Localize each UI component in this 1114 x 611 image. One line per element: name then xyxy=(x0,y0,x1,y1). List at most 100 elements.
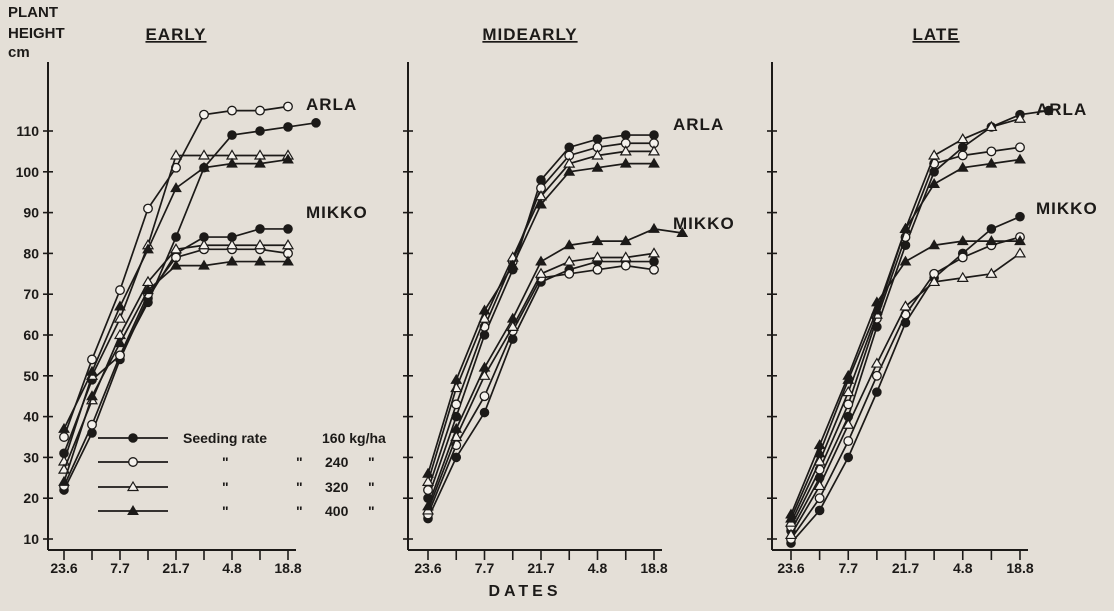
y-tick-label-110: 110 xyxy=(16,123,39,139)
data-point xyxy=(282,153,294,164)
data-point xyxy=(169,243,183,254)
x-tick-label-23.6: 23.6 xyxy=(50,560,77,576)
data-point xyxy=(282,255,294,266)
data-point xyxy=(255,105,265,116)
data-point xyxy=(227,105,237,116)
data-point xyxy=(813,439,826,450)
data-point xyxy=(899,222,912,233)
data-point xyxy=(870,357,883,368)
data-point xyxy=(225,239,239,250)
data-point xyxy=(114,300,126,311)
series-label-mikko: MIKKO xyxy=(673,214,735,233)
data-point xyxy=(956,161,969,172)
data-point xyxy=(1014,153,1026,164)
group-arla: ARLA xyxy=(57,95,357,466)
series-line xyxy=(63,248,289,487)
data-point xyxy=(928,149,941,160)
series-label-arla: ARLA xyxy=(306,95,357,114)
series-mikko-240 xyxy=(786,232,1025,544)
data-point xyxy=(254,255,266,266)
data-point xyxy=(113,312,127,323)
data-point xyxy=(649,264,659,275)
data-point xyxy=(143,203,153,214)
data-point xyxy=(198,259,210,270)
legend-ditto: " xyxy=(222,479,229,495)
data-point xyxy=(956,235,969,246)
panel-midearly: MIDEARLY 23.6 7.7 21.7 4.8 18.8 ARLA MIKKO xyxy=(403,25,735,576)
y-axis-label: PLANT HEIGHT cm xyxy=(8,4,65,61)
data-point xyxy=(620,130,631,140)
data-point xyxy=(255,126,265,136)
series-label-arla: ARLA xyxy=(1036,100,1087,119)
data-point xyxy=(842,369,855,380)
panel-late: LATE 23.6 7.7 21.7 4.8 18.8 ARLA MIKKO xyxy=(767,25,1097,576)
series-arla-240 xyxy=(59,101,293,442)
series-arla-240 xyxy=(786,142,1025,532)
x-tick-label-23.6: 23.6 xyxy=(414,560,441,576)
y-tick-label-90: 90 xyxy=(23,205,39,221)
data-point xyxy=(649,130,659,140)
data-point xyxy=(899,255,912,266)
legend-entry-400: " " 400 " xyxy=(98,503,375,519)
x-tick-label-7.7: 7.7 xyxy=(110,560,130,576)
legend-ditto: " xyxy=(296,479,303,495)
data-point xyxy=(564,142,575,153)
y-tick-label-30: 30 xyxy=(23,449,39,465)
data-point xyxy=(170,182,182,193)
data-point xyxy=(422,467,434,478)
x-tick-label-7.7: 7.7 xyxy=(475,560,495,576)
data-point xyxy=(87,419,97,430)
data-point xyxy=(535,255,547,266)
data-point xyxy=(928,178,940,189)
y-label-line-3: cm xyxy=(8,44,30,61)
data-point xyxy=(871,370,882,381)
data-point xyxy=(842,385,855,397)
data-point xyxy=(956,271,969,282)
data-point xyxy=(619,235,632,246)
y-tick-label-50: 50 xyxy=(23,368,39,384)
panel-early: EARLY 10 20 30 40 50 60 70 80 90 100 110 23.6 7.7 21.7… xyxy=(16,25,367,576)
data-point xyxy=(986,146,997,157)
data-point xyxy=(564,268,575,279)
x-tick-label-18.8: 18.8 xyxy=(640,560,667,576)
data-point xyxy=(535,198,547,209)
legend-ditto: " xyxy=(222,503,229,519)
data-point xyxy=(253,239,267,250)
data-point xyxy=(619,157,632,168)
data-point xyxy=(563,255,576,266)
group-mikko: MIKKO xyxy=(784,199,1097,548)
legend-marker xyxy=(126,480,140,492)
data-point xyxy=(647,145,661,156)
data-point xyxy=(1015,211,1025,222)
data-point xyxy=(985,267,998,278)
data-point xyxy=(563,165,576,176)
series-line xyxy=(63,260,288,483)
data-point xyxy=(676,227,689,237)
series-line xyxy=(790,236,1021,540)
series-arla-240 xyxy=(423,138,659,495)
data-point xyxy=(842,418,855,429)
series-mikko-400 xyxy=(422,222,689,511)
y-tick-label-40: 40 xyxy=(23,409,39,425)
data-point xyxy=(814,505,825,516)
data-point xyxy=(422,500,434,511)
x-tick-label-23.6: 23.6 xyxy=(777,560,804,576)
data-point xyxy=(957,142,968,153)
legend: Seeding rate 160 kg/ha " " 240 " " " 320 " " " 400 " xyxy=(98,430,386,519)
data-point xyxy=(619,251,632,262)
x-axis-label: DATES xyxy=(488,583,561,600)
data-point xyxy=(254,157,266,168)
data-point xyxy=(479,391,490,402)
legend-marker xyxy=(128,457,138,467)
series-arla-400 xyxy=(422,157,660,478)
x-tick-label-21.7: 21.7 xyxy=(162,560,189,576)
series-arla-160 xyxy=(423,130,659,504)
data-point xyxy=(985,157,998,168)
y-label-line-1: PLANT xyxy=(8,4,58,21)
data-point xyxy=(957,252,968,263)
data-point xyxy=(255,224,265,234)
data-point xyxy=(536,175,546,185)
data-point xyxy=(563,239,576,250)
data-point xyxy=(86,390,98,401)
data-point xyxy=(872,387,882,397)
